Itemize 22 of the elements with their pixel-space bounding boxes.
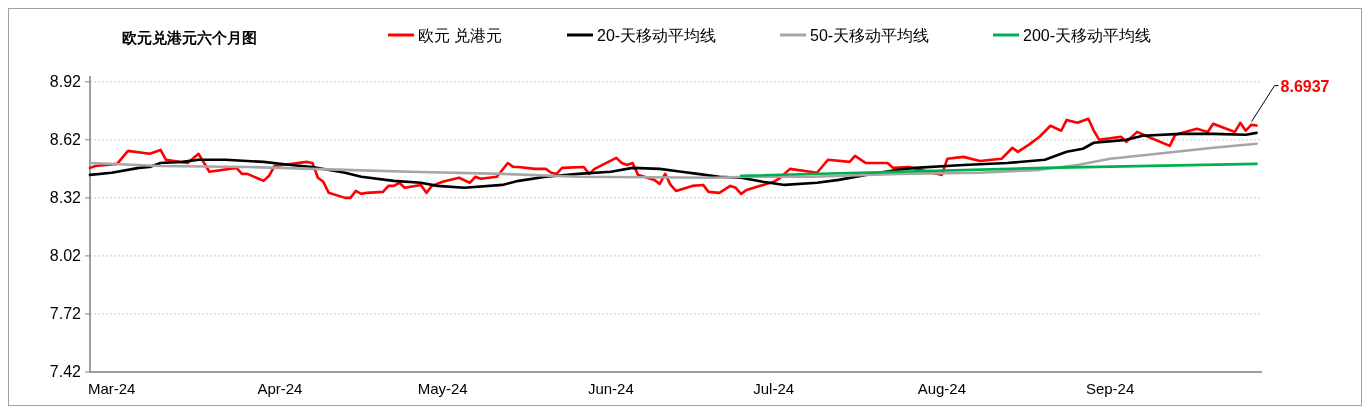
line-series [739, 162, 1258, 178]
y-tick-label: 8.62 [49, 130, 82, 148]
legend-label: 20-天移动平均线 [597, 27, 717, 44]
line-series [88, 131, 1258, 190]
x-tick-label: Sep-24 [1085, 380, 1135, 397]
y-tick-label: 8.92 [49, 72, 82, 90]
annotation: 8.6937 [1280, 77, 1330, 95]
legend-label: 200-天移动平均线 [1023, 27, 1152, 44]
legend-label: 欧元 兑港元 [418, 27, 503, 44]
y-tick-label: 7.72 [49, 304, 82, 322]
y-tick-label: 7.42 [49, 363, 82, 380]
x-tick-label: Jun-24 [587, 380, 634, 397]
chart-title: 欧元兑港元六个月图 [122, 29, 257, 46]
x-tick-label: Aug-24 [917, 380, 967, 397]
x-tick-label: Apr-24 [257, 380, 303, 397]
legend-label: 50-天移动平均线 [810, 27, 930, 44]
line-series [88, 142, 1258, 180]
x-tick-label: May-24 [417, 380, 468, 397]
x-tick-label: Jul-24 [753, 380, 795, 397]
y-tick-label: 8.02 [49, 246, 82, 264]
x-tick-label: Mar-24 [87, 380, 136, 397]
y-tick-label: 8.32 [49, 188, 82, 206]
